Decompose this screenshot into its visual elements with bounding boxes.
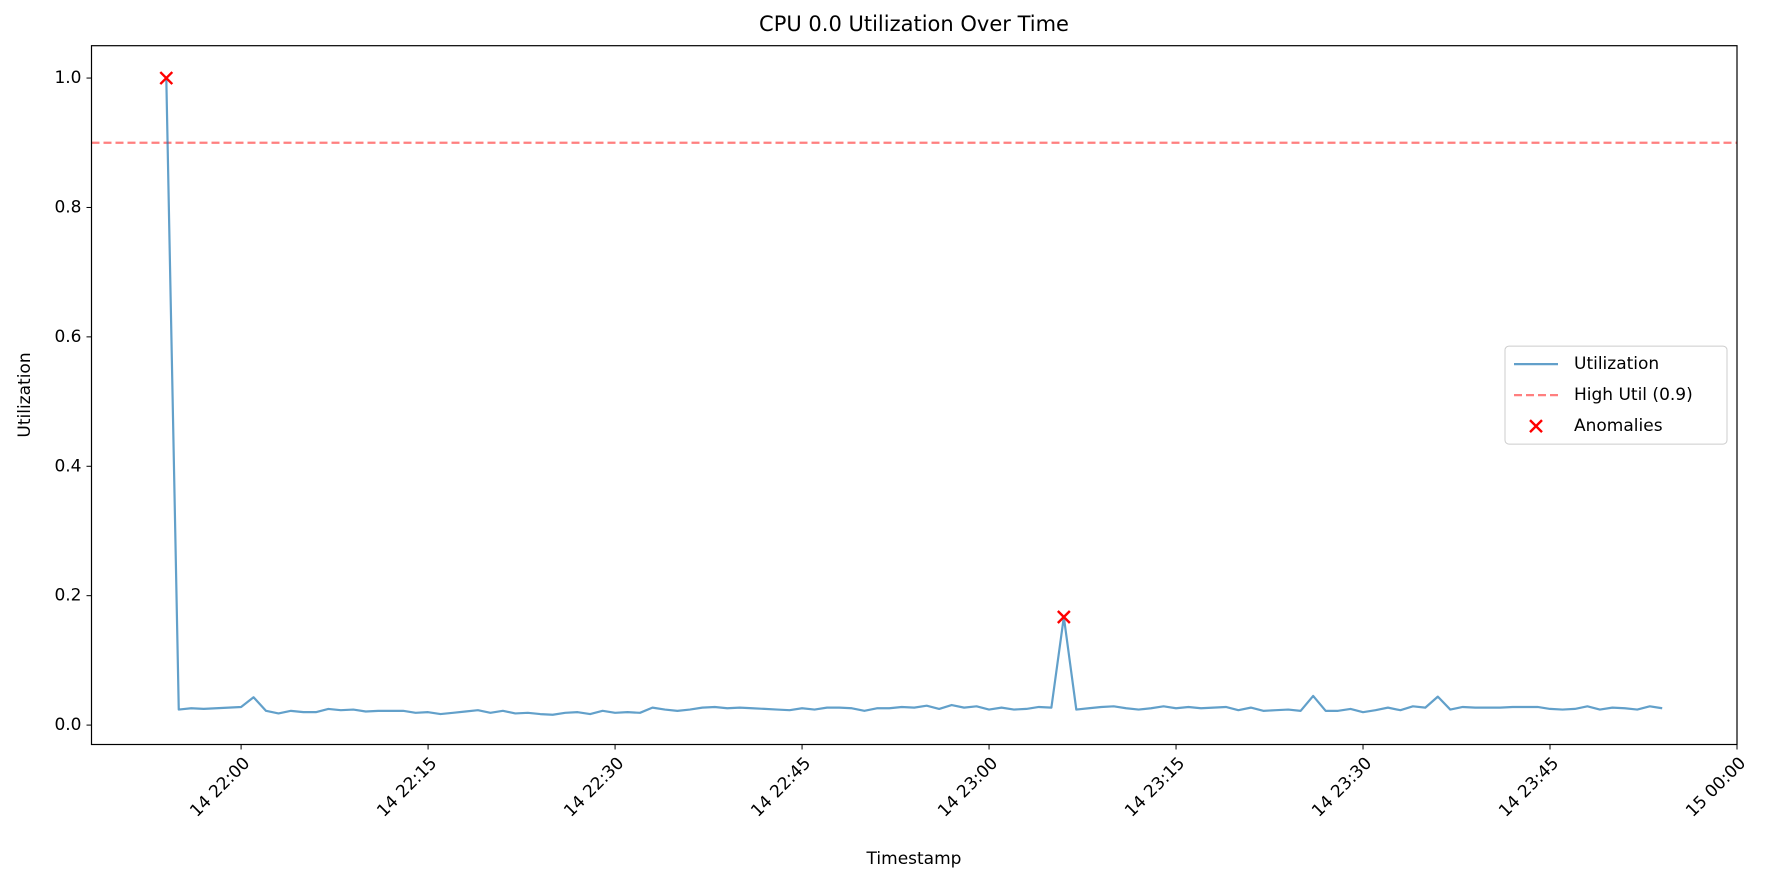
- anomaly-marker: [1056, 610, 1071, 624]
- legend: Utilization High Util (0.9) Anomalies: [1504, 345, 1728, 445]
- y-tick-label: 0.8: [54, 197, 81, 217]
- y-axis-label: Utilization: [15, 352, 35, 437]
- utilization-line: [165, 78, 1663, 716]
- legend-swatch: [1529, 419, 1543, 433]
- y-tick-label: 0.2: [54, 586, 81, 606]
- x-axis-label: Timestamp: [866, 849, 962, 869]
- legend-label: High Util (0.9): [1574, 385, 1693, 405]
- y-tick-label: 1.0: [54, 68, 81, 88]
- legend-label: Utilization: [1574, 354, 1659, 374]
- legend-label: Anomalies: [1574, 416, 1663, 436]
- y-tick-label: 0.0: [54, 715, 81, 735]
- legend-box: [1504, 345, 1728, 445]
- y-tick-label: 0.4: [54, 456, 81, 476]
- anomaly-marker: [159, 71, 174, 85]
- plot-frame: [90, 45, 1738, 746]
- chart-title: CPU 0.0 Utilization Over Time: [759, 12, 1069, 36]
- y-tick-label: 0.6: [54, 327, 81, 347]
